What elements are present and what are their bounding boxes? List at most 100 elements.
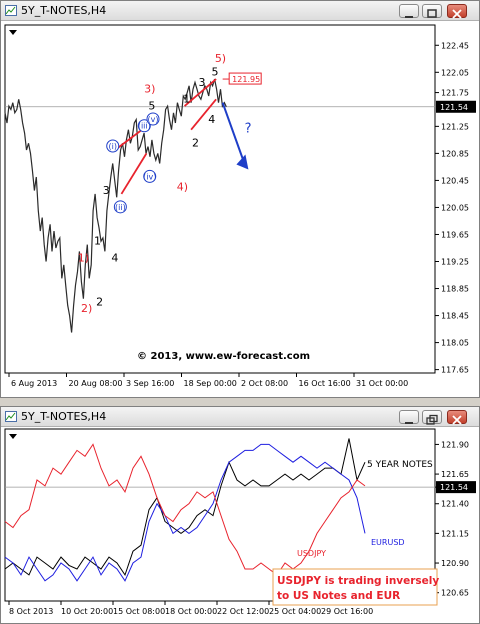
wave-label: (i) <box>109 142 117 151</box>
minimize-icon <box>405 16 413 18</box>
forecast-arrow-head-icon <box>236 154 249 170</box>
y-tick-label: 118.05 <box>441 339 469 348</box>
wave-label-circle <box>137 119 151 133</box>
wave-label-circle <box>146 112 160 126</box>
wave-label: 4) <box>177 181 188 194</box>
chart-shift-marker-icon <box>9 434 17 439</box>
forecast-arrow-line <box>221 102 246 164</box>
y-tick-label: 122.45 <box>441 41 469 50</box>
forecast-question-mark: ? <box>245 122 252 137</box>
x-tick-label: 2 Oct 08:00 <box>241 379 288 388</box>
x-tick-label: 31 Oct 00:00 <box>356 379 408 388</box>
close-button[interactable] <box>447 410 467 425</box>
copyright-watermark: © 2013, www.ew-forecast.com <box>137 351 310 362</box>
restore-icon <box>426 414 438 425</box>
close-icon <box>452 9 462 19</box>
top-chart-canvas[interactable]: 122.45 122.05 121.75 121.25 120.85 120.45 120.… <box>1 21 479 397</box>
wave-label: 2) <box>81 302 92 315</box>
chart-window-icon <box>5 411 17 422</box>
wave-label: (iii) <box>138 122 151 131</box>
x-tick-label: 6 Aug 2013 <box>11 379 57 388</box>
annotation-box <box>272 568 438 606</box>
minimize-button[interactable] <box>399 4 419 18</box>
top-chart-window: 5Y_T-NOTES,H4 122.45 122.05 121.75 121.25 12… <box>0 0 480 398</box>
y-tick-label: 121.15 <box>441 529 469 538</box>
wave-label: 2 <box>192 137 199 150</box>
close-icon <box>452 415 462 425</box>
y-tick-label: 118.45 <box>441 312 469 321</box>
wave-label: (v) <box>148 115 159 124</box>
chart-shift-marker-icon <box>9 30 17 35</box>
wave-label: 3 <box>103 184 110 197</box>
y-tick-label: 120.65 <box>441 589 469 598</box>
target-price-box <box>228 72 262 85</box>
trend-channel-line <box>190 98 217 131</box>
top-window-titlebar[interactable]: 5Y_T-NOTES,H4 <box>1 1 479 21</box>
x-tick-label: 22 Oct 12:00 <box>217 607 269 616</box>
wave-label: 1 <box>94 235 101 248</box>
maximize-icon <box>427 9 437 18</box>
bottom-window-titlebar[interactable]: 5Y_T-NOTES,H4 <box>1 407 479 427</box>
x-tick-label: 29 Oct 16:00 <box>321 607 373 616</box>
wave-label: 3 <box>198 76 205 89</box>
x-tick-label: 16 Oct 16:00 <box>299 379 351 388</box>
trend-channel-line <box>183 78 217 107</box>
y-tick-label: 121.90 <box>441 440 469 449</box>
series-line <box>4 443 366 576</box>
top-window-title: 5Y_T-NOTES,H4 <box>21 4 107 17</box>
series-label: 5 YEAR NOTES <box>367 460 433 470</box>
wave-label: 5 <box>212 66 219 79</box>
x-tick-label: 18 Sep 00:00 <box>184 379 237 388</box>
y-tick-label: 120.85 <box>441 149 469 158</box>
series-label: EURUSD <box>371 538 405 547</box>
x-tick-label: 18 Oct 00:00 <box>165 607 217 616</box>
y-tick-label: 120.90 <box>441 559 469 568</box>
minimize-button[interactable] <box>399 410 419 424</box>
y-tick-label: 122.05 <box>441 68 469 77</box>
current-price-badge <box>436 481 476 494</box>
trend-channel-line <box>120 152 148 195</box>
maximize-button[interactable] <box>422 4 442 18</box>
bottom-window-title: 5Y_T-NOTES,H4 <box>21 410 107 423</box>
x-tick-label: 25 Oct 04:00 <box>269 607 321 616</box>
x-tick-label: 8 Oct 2013 <box>9 607 53 616</box>
series-line <box>4 443 366 582</box>
x-tick-label: 20 Aug 08:00 <box>69 379 123 388</box>
bottom-chart-canvas[interactable]: 121.90 121.65 121.54 121.40 121.15 120.90 120.… <box>1 427 479 623</box>
wave-label: 3) <box>144 83 155 96</box>
y-tick-label: 121.65 <box>441 470 469 479</box>
close-button[interactable] <box>447 4 467 19</box>
series-label: USDJPY <box>297 549 326 558</box>
y-tick-label: 119.25 <box>441 258 469 267</box>
x-tick-label: 10 Oct 20:00 <box>61 607 113 616</box>
y-tick-label: 119.65 <box>441 230 469 239</box>
plot-area <box>4 24 436 374</box>
wave-label: 1) <box>78 252 89 265</box>
wave-label: 4 <box>208 113 215 126</box>
wave-label: 4 <box>111 252 118 265</box>
y-tick-label: 121.25 <box>441 122 469 131</box>
wave-label: 5) <box>215 52 226 65</box>
wave-label-circle <box>106 139 120 153</box>
x-tick-label: 15 Oct 08:00 <box>113 607 165 616</box>
current-price-label: 121.54 <box>440 103 468 112</box>
wave-label: 1 <box>183 93 190 106</box>
annotation-line-1: USDJPY is trading inversely <box>277 575 439 587</box>
bottom-chart-window: 5Y_T-NOTES,H4 121.90 121.65 121.54 121.40 12… <box>0 406 480 624</box>
wave-label: 5 <box>148 99 155 112</box>
target-price-label: 121.95 <box>232 75 260 84</box>
wave-label-circle <box>143 169 157 183</box>
restore-button[interactable] <box>422 410 442 425</box>
current-price-badge <box>436 100 476 113</box>
y-tick-label: 120.45 <box>441 176 469 185</box>
annotation-line-2: to US Notes and EUR <box>277 590 400 602</box>
y-tick-label: 117.65 <box>441 366 469 375</box>
current-price-label: 121.54 <box>440 483 468 492</box>
y-tick-label: 120.05 <box>441 203 469 212</box>
wave-label-circle <box>113 200 127 214</box>
wave-label: 2 <box>96 295 103 308</box>
chart-window-icon <box>5 5 17 16</box>
y-tick-label: 121.75 <box>441 89 469 98</box>
y-tick-label: 121.40 <box>441 500 469 509</box>
x-tick-label: 3 Sep 16:00 <box>126 379 174 388</box>
